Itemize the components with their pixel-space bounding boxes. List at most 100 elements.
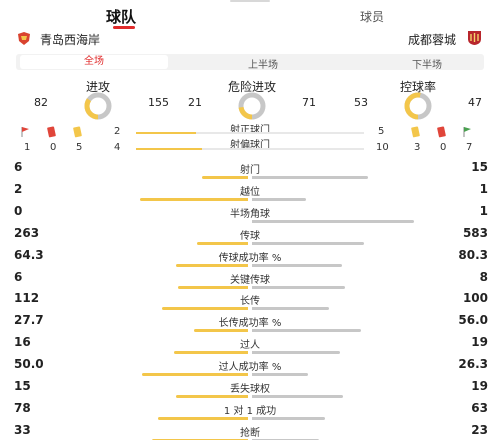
stat-away-value: 19 bbox=[471, 335, 488, 350]
shots-off-bar-home bbox=[136, 148, 202, 150]
stat-home-value: 50.0 bbox=[14, 357, 44, 372]
stat-home-value: 263 bbox=[14, 225, 40, 240]
tab-players[interactable]: 球员 bbox=[360, 10, 385, 24]
stat-label: 半场角球 bbox=[230, 208, 270, 220]
stat-row: 78 1 对 1 成功 63 bbox=[0, 401, 500, 423]
stat-home-value: 112 bbox=[14, 291, 40, 306]
donut-title: 控球率 bbox=[399, 80, 436, 94]
stat-bar-home bbox=[140, 197, 248, 201]
stat-label: 长传 bbox=[240, 296, 260, 308]
away-crest-icon bbox=[468, 31, 481, 45]
stat-bar-home-track bbox=[16, 395, 248, 398]
donut-possession: 控球率 53 47 bbox=[348, 78, 488, 122]
stat-away-value: 26.3 bbox=[458, 357, 488, 372]
tab-team[interactable]: 球队 bbox=[106, 8, 137, 26]
away-team-name: 成都蓉城 bbox=[407, 33, 456, 47]
stat-label: 长传成功率 % bbox=[218, 318, 282, 330]
stat-bar-home-track bbox=[16, 373, 248, 377]
period-selector: 全场 上半场 下半场 bbox=[16, 54, 484, 71]
stat-label: 过人 bbox=[240, 340, 260, 352]
stat-away-value: 1 bbox=[479, 203, 488, 218]
stat-row: 112 长传 100 bbox=[0, 291, 500, 313]
yellow-card-icon bbox=[73, 126, 82, 138]
stat-home-value: 0 bbox=[14, 203, 23, 218]
stat-bar-away bbox=[252, 438, 319, 440]
stat-away-value: 100 bbox=[462, 291, 488, 306]
stat-bar-home bbox=[162, 307, 248, 311]
stat-label: 传球成功率 % bbox=[218, 252, 282, 264]
stat-bar-home bbox=[176, 395, 248, 398]
donut-home-value: 82 bbox=[34, 96, 48, 109]
team-header: 青岛西海岸 成都蓉城 bbox=[0, 30, 500, 50]
stat-bar-home-track bbox=[16, 263, 248, 267]
away-shots-on-target: 5 bbox=[378, 126, 385, 137]
donut-title: 进攻 bbox=[85, 80, 110, 94]
stat-bar-away bbox=[252, 197, 306, 201]
stat-away-value: 1 bbox=[479, 181, 488, 196]
donut-attacks: 进攻 82 155 bbox=[28, 78, 169, 122]
donut-home-arc bbox=[238, 92, 266, 120]
stat-bar-home-track bbox=[16, 241, 248, 245]
stat-bar-away bbox=[252, 351, 340, 355]
donut-home-arc bbox=[84, 92, 112, 120]
stat-away-value: 63 bbox=[471, 400, 488, 415]
stat-bar-home-track bbox=[16, 220, 248, 223]
stat-bar-home bbox=[197, 241, 248, 245]
stat-bar-home-track bbox=[16, 176, 248, 179]
stat-away-value: 80.3 bbox=[458, 247, 488, 262]
stat-bar-away-track bbox=[252, 307, 484, 311]
shots-off-target-label: 射偏球门 bbox=[230, 140, 270, 151]
period-full[interactable]: 全场 bbox=[20, 55, 168, 69]
stat-row: 6 射门 15 bbox=[0, 160, 500, 182]
stat-home-value: 33 bbox=[14, 422, 31, 437]
stat-bar-away bbox=[252, 307, 329, 311]
donut-home-value: 53 bbox=[354, 96, 368, 109]
tab-bar: 球队 球员 bbox=[0, 0, 500, 30]
stat-away-value: 8 bbox=[479, 269, 488, 284]
stat-bar-away-track bbox=[252, 241, 484, 245]
home-shots-on-target: 2 bbox=[114, 126, 121, 137]
donut-home-value: 21 bbox=[188, 96, 202, 109]
donut-ring bbox=[404, 92, 432, 120]
period-second-half[interactable]: 下半场 bbox=[412, 60, 442, 71]
stat-row: 27.7 长传成功率 % 56.0 bbox=[0, 313, 500, 335]
stat-label: 传球 bbox=[240, 230, 260, 242]
stat-bar-home bbox=[142, 373, 248, 377]
stat-bar-away-track bbox=[252, 263, 484, 267]
stat-bar-away-track bbox=[252, 285, 484, 289]
stat-bar-home-track bbox=[16, 285, 248, 289]
stat-bar-away bbox=[252, 395, 343, 398]
stat-bar-home-track bbox=[16, 197, 248, 201]
donut-away-value: 71 bbox=[302, 96, 316, 109]
stat-label: 1 对 1 成功 bbox=[223, 405, 277, 417]
stat-bar-away bbox=[252, 329, 361, 333]
donut-ring bbox=[84, 92, 112, 120]
stat-bar-away-track bbox=[252, 416, 484, 420]
stat-bar-home-track bbox=[16, 329, 248, 333]
donut-title: 危险进攻 bbox=[227, 80, 276, 94]
home-corners: 1 bbox=[24, 142, 31, 153]
stat-away-value: 583 bbox=[462, 225, 488, 240]
stat-row: 263 传球 583 bbox=[0, 226, 500, 248]
donut-dangerous-attacks: 危险进攻 21 71 bbox=[182, 78, 322, 122]
corner-flag-icon bbox=[21, 127, 29, 137]
stat-bar-away bbox=[252, 241, 364, 245]
stat-bar-away-track bbox=[252, 219, 484, 223]
away-corners: 7 bbox=[466, 142, 473, 153]
stat-bar-away bbox=[252, 285, 345, 289]
cards-and-shots: 1 0 5 2 4 射正球门 射偏球门 5 10 3 0 7 bbox=[0, 125, 500, 156]
stat-bar-away-track bbox=[252, 373, 484, 377]
stat-bar-away bbox=[252, 416, 325, 420]
stat-bar-away bbox=[252, 373, 308, 377]
period-first-half[interactable]: 上半场 bbox=[248, 60, 278, 71]
stat-row: 64.3 传球成功率 % 80.3 bbox=[0, 248, 500, 270]
stat-label: 抢断 bbox=[240, 427, 260, 439]
stat-bar-home-track bbox=[16, 438, 248, 440]
stat-row: 50.0 过人成功率 % 26.3 bbox=[0, 357, 500, 379]
stat-bar-home bbox=[174, 351, 248, 355]
home-team-name: 青岛西海岸 bbox=[40, 33, 101, 47]
drag-handle[interactable] bbox=[230, 0, 270, 2]
stat-home-value: 78 bbox=[14, 400, 31, 415]
stat-bar-away bbox=[252, 263, 342, 267]
away-shots-off-target: 10 bbox=[376, 142, 389, 153]
